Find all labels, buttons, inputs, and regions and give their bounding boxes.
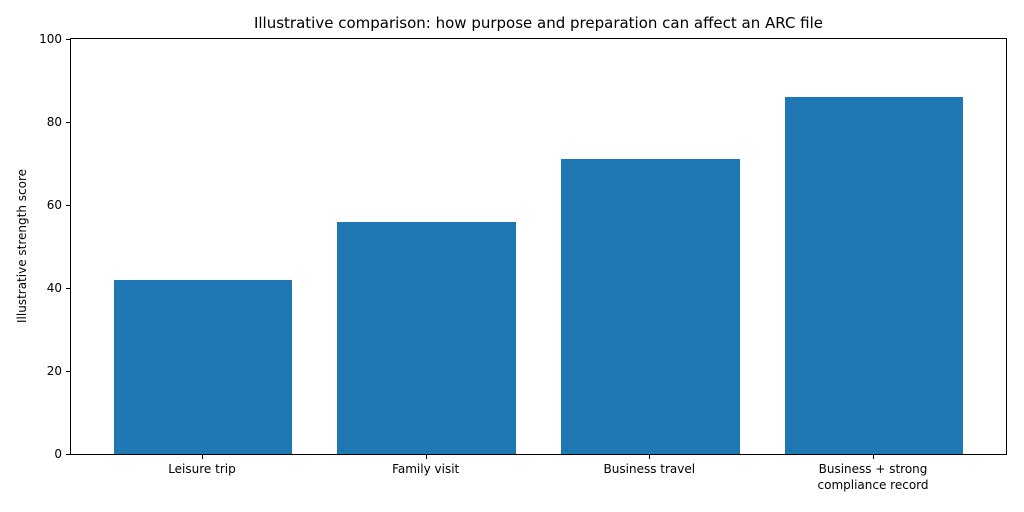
bar-3 xyxy=(784,97,964,454)
y-tick-mark-0 xyxy=(66,454,70,455)
x-tick-label-0: Leisure trip xyxy=(168,462,236,476)
x-tick-label-2: Business travel xyxy=(603,462,696,476)
y-tick-mark-5 xyxy=(66,39,70,40)
y-tick-label-3: 60 xyxy=(46,198,62,212)
bar-2 xyxy=(560,159,740,454)
x-tick-label-1: Family visit xyxy=(392,462,460,476)
x-tick-mark-3 xyxy=(873,455,875,459)
y-tick-label-0: 0 xyxy=(54,447,62,461)
x-tick-label-3: Business + strong compliance record xyxy=(817,462,929,492)
y-tick-label-1: 20 xyxy=(46,364,62,378)
y-tick-mark-4 xyxy=(66,122,70,123)
y-tick-mark-2 xyxy=(66,288,70,289)
x-tick-mark-1 xyxy=(425,455,427,459)
y-tick-label-4: 80 xyxy=(46,115,62,129)
plot-area xyxy=(70,38,1007,455)
y-tick-mark-1 xyxy=(66,371,70,372)
x-tick-mark-2 xyxy=(649,455,651,459)
chart-title: Illustrative comparison: how purpose and… xyxy=(253,14,824,32)
bar-0 xyxy=(113,279,293,454)
y-axis-label: Illustrative strength score xyxy=(15,169,29,323)
x-tick-mark-0 xyxy=(201,455,203,459)
y-tick-label-5: 100 xyxy=(39,32,62,46)
y-tick-label-2: 40 xyxy=(46,281,62,295)
bar-1 xyxy=(337,221,517,454)
y-tick-mark-3 xyxy=(66,205,70,206)
